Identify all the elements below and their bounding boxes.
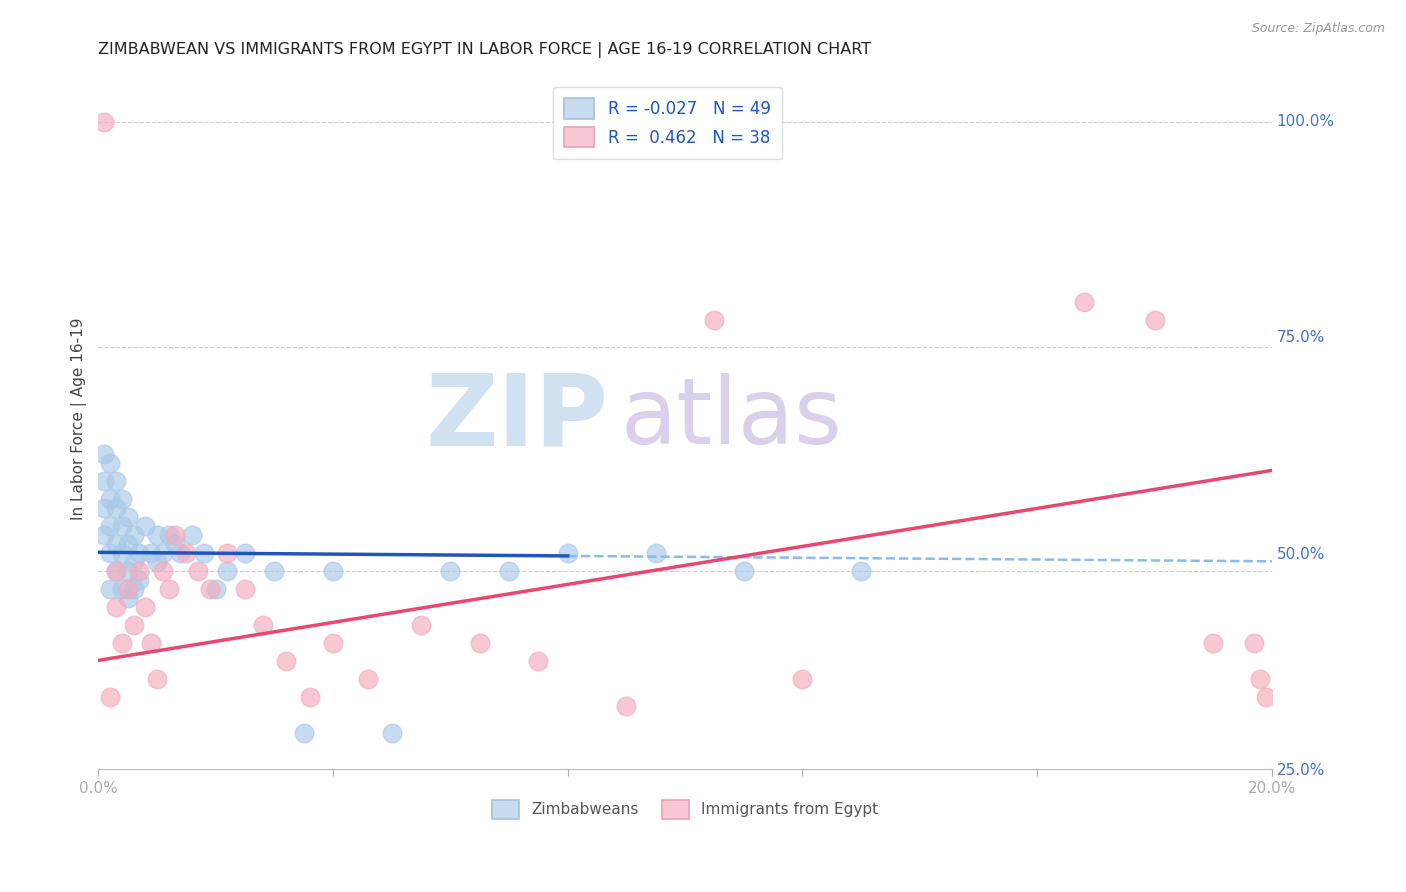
- Point: [187, 565, 209, 579]
- Point: [122, 528, 145, 542]
- Point: [733, 565, 755, 579]
- Point: [616, 699, 638, 714]
- Point: [1202, 636, 1225, 650]
- Point: [792, 673, 814, 687]
- Point: [163, 528, 186, 542]
- Text: ZIP: ZIP: [426, 370, 609, 467]
- Point: [98, 492, 121, 507]
- Point: [93, 528, 115, 542]
- Point: [146, 555, 169, 569]
- Point: [252, 618, 274, 632]
- Point: [117, 565, 139, 579]
- Point: [217, 546, 239, 560]
- Point: [233, 582, 256, 597]
- Point: [117, 582, 139, 597]
- Point: [104, 600, 127, 615]
- Point: [263, 565, 285, 579]
- Point: [198, 582, 221, 597]
- Point: [93, 114, 115, 128]
- Point: [439, 565, 461, 579]
- Point: [498, 565, 520, 579]
- Text: Source: ZipAtlas.com: Source: ZipAtlas.com: [1251, 22, 1385, 36]
- Point: [322, 636, 344, 650]
- Point: [233, 546, 256, 560]
- Point: [274, 654, 297, 668]
- Point: [176, 546, 198, 560]
- Point: [122, 582, 145, 597]
- Point: [111, 519, 134, 533]
- Point: [134, 600, 156, 615]
- Point: [128, 565, 150, 579]
- Point: [157, 582, 180, 597]
- Point: [104, 475, 127, 489]
- Point: [152, 565, 174, 579]
- Point: [468, 636, 491, 650]
- Point: [98, 519, 121, 533]
- Point: [1249, 673, 1271, 687]
- Point: [122, 555, 145, 569]
- Point: [104, 537, 127, 551]
- Point: [1073, 294, 1095, 309]
- Point: [122, 618, 145, 632]
- Point: [897, 880, 920, 892]
- Point: [104, 565, 127, 579]
- Point: [104, 565, 127, 579]
- Point: [111, 492, 134, 507]
- Point: [98, 457, 121, 471]
- Point: [111, 546, 134, 560]
- Point: [217, 565, 239, 579]
- Point: [163, 537, 186, 551]
- Point: [146, 528, 169, 542]
- Point: [169, 546, 191, 560]
- Point: [93, 475, 115, 489]
- Point: [204, 582, 226, 597]
- Point: [527, 654, 550, 668]
- Point: [104, 501, 127, 516]
- Point: [152, 546, 174, 560]
- Legend: Zimbabweans, Immigrants from Egypt: Zimbabweans, Immigrants from Egypt: [485, 794, 884, 825]
- Point: [98, 582, 121, 597]
- Point: [146, 673, 169, 687]
- Point: [1243, 636, 1265, 650]
- Point: [141, 546, 163, 560]
- Point: [1143, 312, 1166, 326]
- Point: [93, 447, 115, 461]
- Point: [117, 591, 139, 606]
- Point: [134, 519, 156, 533]
- Point: [111, 582, 134, 597]
- Point: [157, 528, 180, 542]
- Point: [409, 618, 432, 632]
- Point: [381, 726, 404, 740]
- Point: [98, 546, 121, 560]
- Point: [557, 546, 579, 560]
- Point: [298, 690, 321, 705]
- Point: [292, 726, 315, 740]
- Point: [357, 673, 380, 687]
- Point: [193, 546, 215, 560]
- Point: [117, 510, 139, 524]
- Text: ZIMBABWEAN VS IMMIGRANTS FROM EGYPT IN LABOR FORCE | AGE 16-19 CORRELATION CHART: ZIMBABWEAN VS IMMIGRANTS FROM EGYPT IN L…: [98, 42, 872, 58]
- Y-axis label: In Labor Force | Age 16-19: In Labor Force | Age 16-19: [72, 318, 87, 520]
- Point: [644, 546, 666, 560]
- Point: [93, 501, 115, 516]
- Point: [128, 574, 150, 588]
- Point: [141, 636, 163, 650]
- Point: [111, 636, 134, 650]
- Point: [128, 546, 150, 560]
- Point: [322, 565, 344, 579]
- Text: atlas: atlas: [620, 374, 842, 464]
- Point: [1254, 690, 1277, 705]
- Point: [117, 537, 139, 551]
- Point: [703, 312, 725, 326]
- Point: [98, 690, 121, 705]
- Point: [181, 528, 204, 542]
- Point: [849, 565, 872, 579]
- Point: [997, 870, 1019, 884]
